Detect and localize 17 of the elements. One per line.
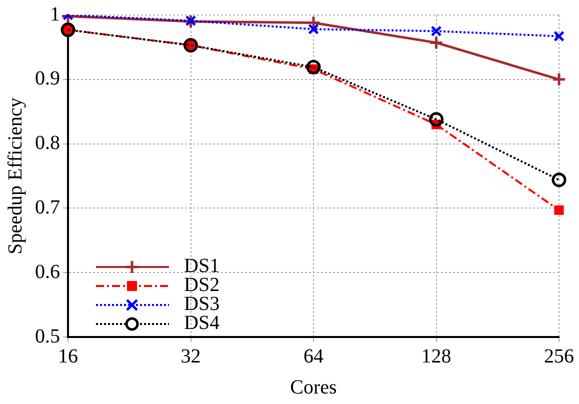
legend-label: DS3 <box>184 293 220 315</box>
x-axis-title: Cores <box>290 376 338 398</box>
y-tick-label: 0.7 <box>35 196 60 218</box>
x-tick-label: 32 <box>180 345 201 368</box>
legend-label: DS1 <box>184 255 220 277</box>
y-tick-label: 0.8 <box>35 132 60 154</box>
x-tick-label: 128 <box>421 345 452 368</box>
x-tick-label: 64 <box>304 345 324 368</box>
y-tick-label: 1 <box>50 3 60 26</box>
x-tick-label: 256 <box>544 345 574 368</box>
y-tick-label: 0.6 <box>35 260 60 283</box>
x-tick-label: 16 <box>58 345 78 368</box>
y-tick-label: 0.9 <box>35 68 60 90</box>
legend-label: DS2 <box>184 274 220 296</box>
y-tick-label: 0.5 <box>35 325 60 348</box>
y-axis-title: Speedup Efficiency <box>4 98 26 254</box>
legend-label: DS4 <box>184 312 220 334</box>
